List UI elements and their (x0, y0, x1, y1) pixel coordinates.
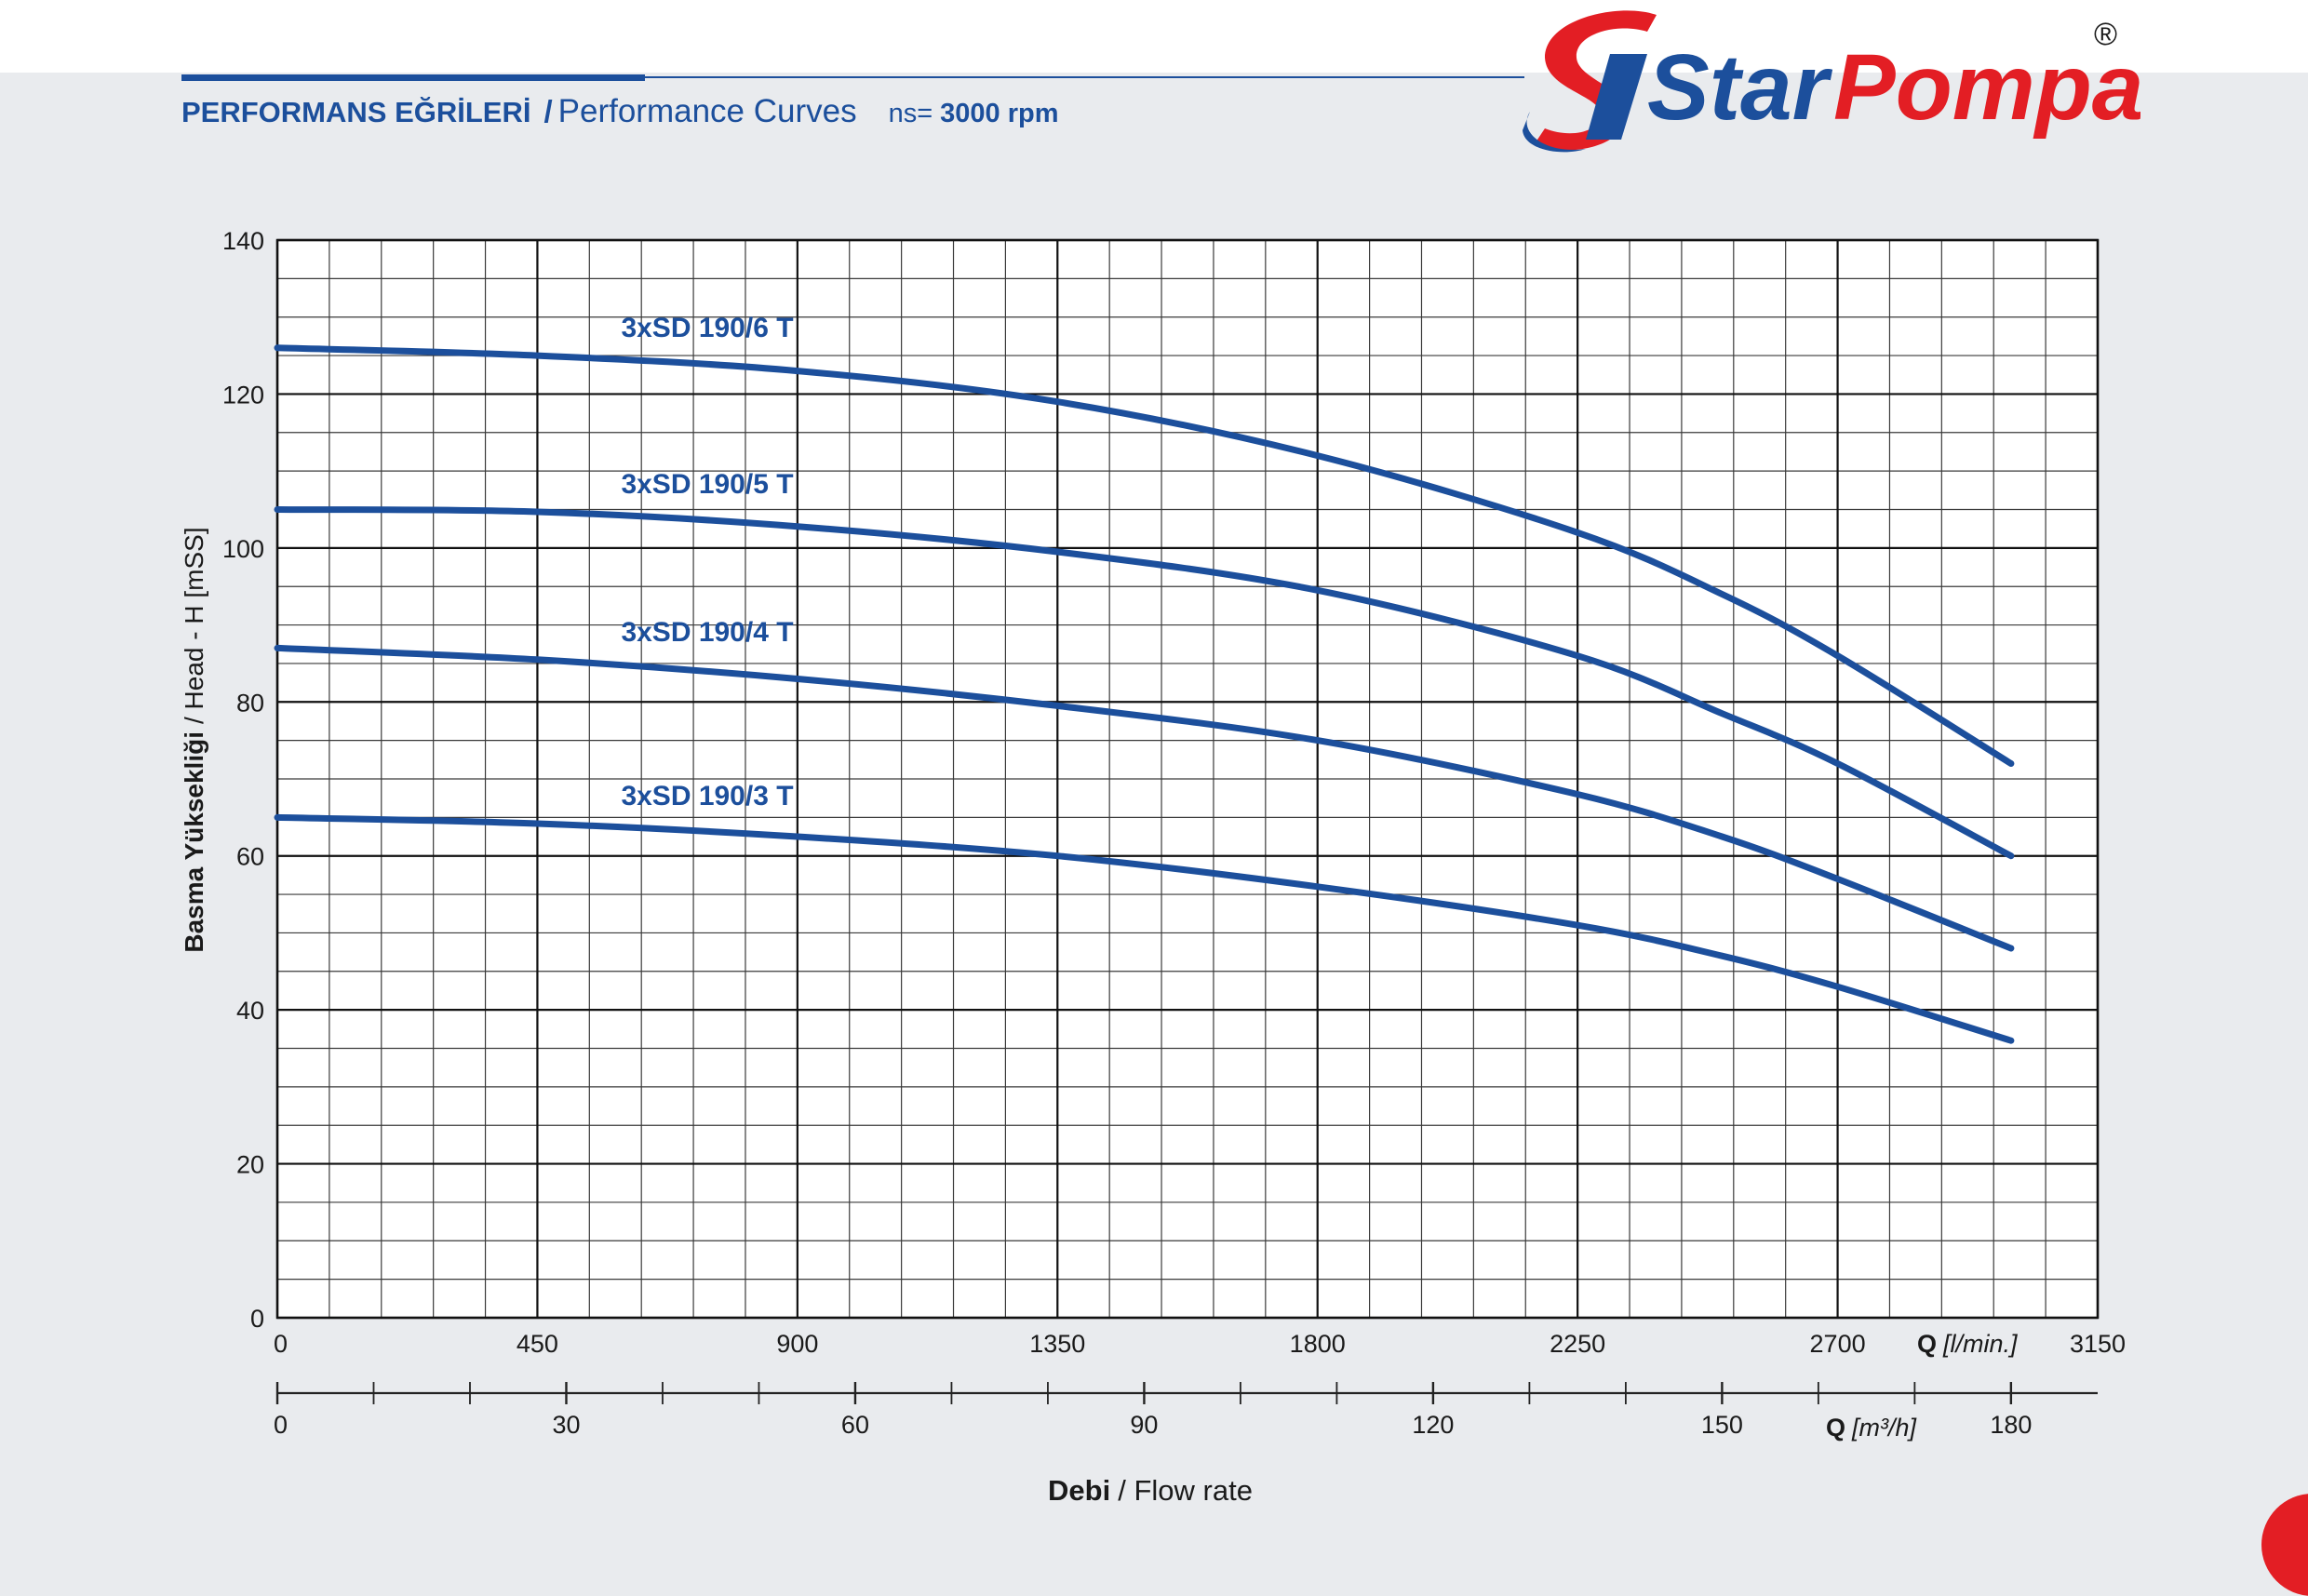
curve-label-series-2: 3xSD 190/5 T (621, 469, 793, 500)
curve-labels: 3xSD 190/6 T 3xSD 190/5 T 3xSD 190/4 T 3xSD… (621, 313, 793, 811)
y-axis-title: Basma Yüksekliği / Head - H [mSS] (180, 527, 208, 952)
page-header: PERFORMANS EĞRİLERİ / Performance Curves ns… (181, 93, 1059, 149)
logo-swoosh-blue (1523, 112, 1586, 153)
x2-unit-label: [m³/h] (1851, 1414, 1918, 1442)
title-english: Performance Curves (557, 93, 857, 129)
speed-label: ns= (888, 99, 933, 128)
secondary-x-axis: 0 30 60 90 120 150 180 (274, 1382, 2098, 1439)
curve-series-1 (274, 344, 2015, 767)
title-separator: / (543, 94, 553, 128)
x-tick-label: 450 (517, 1330, 558, 1358)
logo-slash-blue (1586, 54, 1647, 140)
y-tick-label: 40 (236, 997, 264, 1025)
y-axis-title-bold: Basma Yüksekliği (180, 731, 208, 953)
y-tick-label: 140 (222, 227, 264, 255)
x2-tick-label: 0 (274, 1411, 288, 1439)
x-tick-label: 2700 (1810, 1330, 1866, 1358)
logo-word-star: Star (1647, 35, 1833, 140)
speed-value: 3000 rpm (940, 99, 1059, 128)
x-unit-label: [l/min.] (1942, 1330, 2019, 1358)
x2-tick-label: 150 (1701, 1411, 1743, 1439)
x2-tick-label: 120 (1412, 1411, 1454, 1439)
x-tick-label: 0 (274, 1330, 288, 1358)
curve-label-series-1: 3xSD 190/6 T (621, 313, 793, 343)
x-unit-q-label: Q (1917, 1330, 1937, 1358)
header-rule-thick (181, 74, 645, 81)
title-turkish: PERFORMANS EĞRİLERİ (181, 96, 531, 128)
y-tick-label: 100 (222, 535, 264, 563)
y-tick-label: 60 (236, 843, 264, 871)
top-band (0, 0, 2308, 73)
y-axis-title-rest: / Head - H [mSS] (180, 527, 208, 724)
plot-border (275, 238, 2100, 1320)
x2-tick-label: 180 (1990, 1411, 2032, 1439)
logo-word-pompa: Pompa (1833, 35, 2140, 140)
logo-registered-mark: ® (2094, 17, 2117, 52)
curves (274, 344, 2015, 1044)
performance-chart: 3xSD 190/6 T 3xSD 190/5 T 3xSD 190/4 T 3xSD… (180, 227, 2126, 1507)
y-tick-label: 20 (236, 1151, 264, 1179)
curve-label-series-4: 3xSD 190/3 T (621, 781, 793, 811)
x-tick-label: 1800 (1290, 1330, 1346, 1358)
x2-tick-label: 60 (841, 1411, 869, 1439)
x-tick-labels: 0 450 900 1350 1800 2250 2700 3150 (274, 1330, 2126, 1358)
y-tick-labels: 0 20 40 60 80 100 120 140 (222, 227, 264, 1333)
curve-series-2 (274, 506, 2015, 860)
y-tick-label: 0 (250, 1305, 264, 1333)
x-tick-label: 1350 (1029, 1330, 1085, 1358)
curve-series-3 (274, 644, 2015, 952)
header-rule-thin (645, 76, 1524, 78)
x-tick-label: 2250 (1550, 1330, 1605, 1358)
x2-tick-label: 30 (552, 1411, 580, 1439)
x-axis-title-bold: Debi (1048, 1474, 1110, 1507)
x2-tick-label: 90 (1130, 1411, 1158, 1439)
x2-unit-q-label: Q (1826, 1414, 1845, 1442)
x-axis-title-rest: / Flow rate (1118, 1474, 1253, 1507)
x-tick-label: 3150 (2070, 1330, 2126, 1358)
y-tick-label: 80 (236, 689, 264, 717)
x-tick-label: 900 (776, 1330, 818, 1358)
x-axis-title: Debi / Flow rate (1048, 1474, 1253, 1507)
curve-series-4 (274, 813, 2015, 1044)
star-pompa-logo: Star Pompa ® (1523, 10, 2140, 153)
curve-label-series-3: 3xSD 190/4 T (621, 617, 793, 648)
y-tick-label: 120 (222, 381, 264, 409)
grid-major (275, 238, 2100, 1320)
